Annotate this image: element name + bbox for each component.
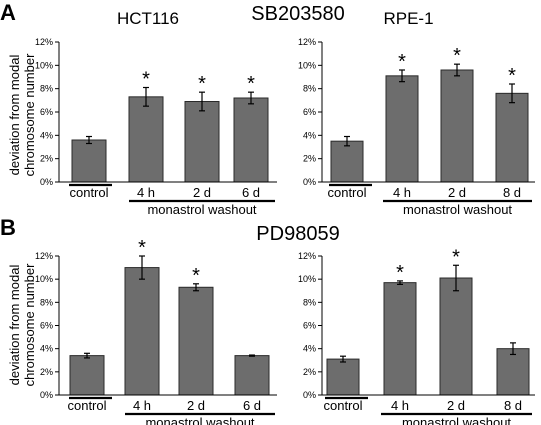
y-tick-label: 2% — [40, 367, 53, 377]
y-tick-label: 2% — [303, 367, 316, 377]
bar-control — [69, 355, 105, 396]
bar-control — [326, 358, 360, 396]
bar-2-d — [178, 286, 214, 396]
y-tick-label: 4% — [40, 344, 53, 354]
chart-title: RPE-1 — [383, 9, 433, 28]
bar-6-d — [233, 97, 269, 183]
significance-star: * — [198, 73, 206, 95]
panel-a-ylabel: deviation from modal chromosome number — [7, 53, 37, 176]
category-label: control — [323, 398, 362, 413]
y-tick-label: 4% — [40, 130, 53, 140]
chart-title: HCT116 — [117, 9, 179, 28]
significance-star: * — [508, 65, 516, 87]
category-label: 8 d — [503, 185, 521, 200]
y-tick-label: 10% — [298, 60, 316, 70]
ylabel-line2: chromosome number — [22, 53, 37, 176]
category-label: 4 h — [133, 398, 151, 413]
category-label: control — [67, 398, 106, 413]
bar-6-d — [234, 355, 270, 396]
y-tick-label: 12% — [298, 37, 316, 47]
category-label: 2 d — [187, 398, 205, 413]
group-label: monastrol washout — [402, 415, 511, 425]
panel-a-letter: A — [0, 0, 16, 25]
bar-control — [71, 139, 107, 183]
category-label: control — [327, 185, 366, 200]
y-tick-label: 2% — [303, 154, 316, 164]
category-label: 8 d — [504, 398, 522, 413]
y-tick-label: 6% — [303, 321, 316, 331]
panel-b-drug-title: PD98059 — [256, 223, 339, 245]
y-tick-label: 12% — [298, 251, 316, 261]
significance-star: * — [398, 51, 406, 73]
ylabel-line2: chromosome number — [22, 263, 37, 386]
bar-control — [330, 140, 364, 183]
bar-2-d — [184, 101, 220, 183]
category-label: 4 h — [391, 398, 409, 413]
y-tick-label: 6% — [40, 107, 53, 117]
ylabel-line1: deviation from modal — [7, 265, 22, 386]
significance-star: * — [453, 45, 461, 67]
y-tick-label: 6% — [40, 321, 53, 331]
bar-2-d — [439, 277, 473, 396]
panel-b-ylabel: deviation from modal chromosome number — [7, 263, 37, 386]
y-tick-label: 10% — [35, 274, 53, 284]
chart-rpe1-sb203580: 0% 2% 4% 6% 8% 10% 12% control * 4 h * 2 d * 8 d monas… — [298, 9, 535, 217]
panel-a-drug-title: SB203580 — [251, 3, 344, 25]
bar-4-h — [383, 282, 417, 396]
y-tick-label: 12% — [35, 251, 53, 261]
y-tick-label: 0% — [40, 390, 53, 400]
y-tick-label: 0% — [303, 177, 316, 187]
category-label: control — [69, 185, 108, 200]
ylabel-line1: deviation from modal — [7, 55, 22, 176]
bar-4-h — [385, 75, 419, 183]
bar-8-d — [496, 348, 530, 396]
category-label: 6 d — [243, 398, 261, 413]
chart-hct116-sb203580: 0% 2% 4% 6% 8% 10% 12% control * 4 h * 2 d * 6 d monas… — [35, 9, 277, 217]
significance-star: * — [192, 265, 200, 287]
y-tick-label: 10% — [298, 274, 316, 284]
y-tick-label: 0% — [303, 390, 316, 400]
y-tick-label: 10% — [35, 60, 53, 70]
category-label: 2 d — [448, 185, 466, 200]
significance-star: * — [452, 246, 460, 268]
significance-star: * — [396, 262, 404, 284]
y-tick-label: 8% — [303, 297, 316, 307]
y-tick-label: 12% — [35, 37, 53, 47]
chart-hct116-pd98059: 0% 2% 4% 6% 8% 10% 12% control * 4 h * 2 d 6 d monast… — [35, 237, 277, 425]
bar-2-d — [440, 69, 474, 183]
category-label: 4 h — [137, 185, 155, 200]
bar-4-h — [124, 267, 160, 396]
bar-8-d — [495, 92, 529, 183]
y-tick-label: 0% — [40, 177, 53, 187]
group-label: monastrol washout — [403, 202, 512, 217]
y-tick-label: 4% — [303, 130, 316, 140]
y-tick-label: 8% — [40, 297, 53, 307]
group-label: monastrol washout — [147, 202, 256, 217]
y-tick-label: 8% — [303, 84, 316, 94]
group-label: monastrol washout — [145, 415, 254, 425]
significance-star: * — [142, 69, 150, 91]
y-tick-label: 2% — [40, 154, 53, 164]
bar-4-h — [128, 96, 164, 183]
category-label: 4 h — [393, 185, 411, 200]
category-label: 2 d — [193, 185, 211, 200]
significance-star: * — [247, 73, 255, 95]
y-tick-label: 6% — [303, 107, 316, 117]
category-label: 2 d — [447, 398, 465, 413]
significance-star: * — [138, 237, 146, 259]
y-tick-label: 4% — [303, 344, 316, 354]
panel-b-letter: B — [0, 215, 16, 240]
chart-rpe1-pd98059: 0% 2% 4% 6% 8% 10% 12% control * 4 h * 2 d 8 d monast… — [298, 246, 535, 425]
category-label: 6 d — [242, 185, 260, 200]
y-tick-label: 8% — [40, 84, 53, 94]
